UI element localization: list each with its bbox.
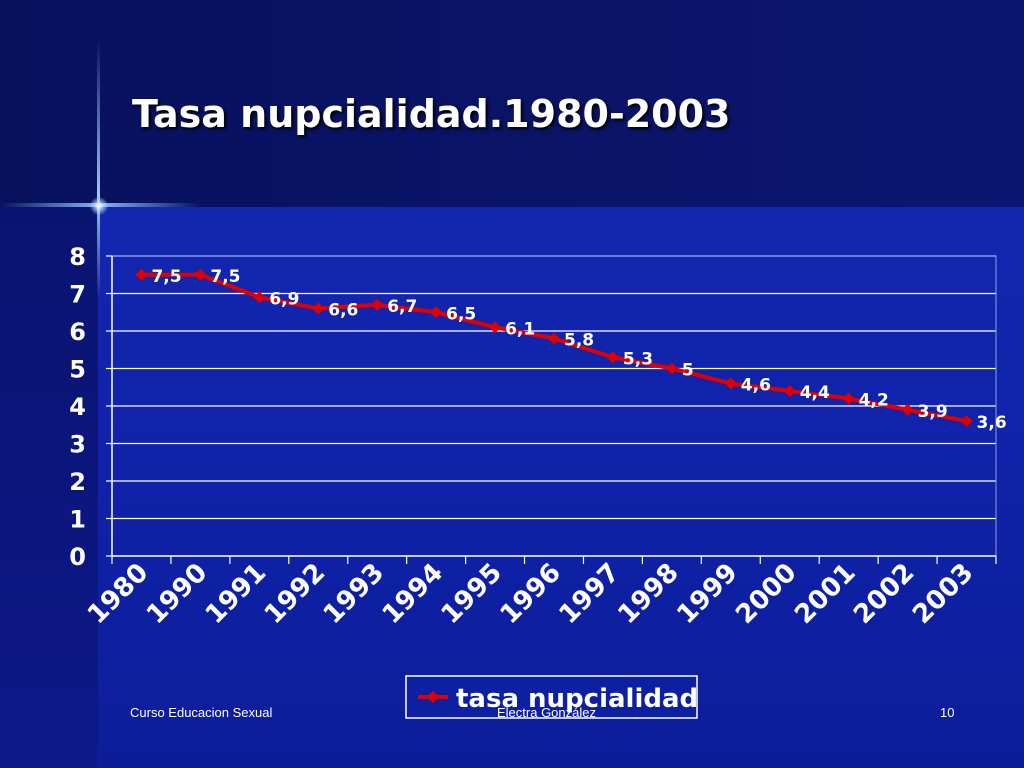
y-tick-labels: 0 1 2 3 4 5 6 7 8 (69, 243, 86, 571)
slide-left-band (0, 207, 98, 768)
data-label: 4,4 (800, 383, 830, 403)
x-tick-label: 1996 (495, 558, 567, 630)
y-tick-label: 1 (69, 506, 86, 534)
y-tick-label: 7 (69, 281, 86, 309)
legend-label: tasa nupcialidad (456, 684, 698, 714)
slide-header-band (0, 0, 1024, 207)
data-label: 5,8 (564, 331, 594, 351)
x-tick-label: 1997 (553, 558, 625, 630)
data-point-marker (548, 332, 560, 345)
data-point-marker (371, 298, 384, 311)
data-point-marker (842, 392, 855, 405)
x-tick-label: 1993 (318, 558, 390, 630)
data-point-marker (724, 377, 737, 390)
footer-author: Electra González (497, 705, 596, 720)
data-point-marker (430, 306, 443, 319)
legend-box (405, 675, 698, 719)
y-tick-label: 5 (69, 356, 86, 384)
chart-axes (106, 255, 997, 564)
data-label: 5,3 (623, 349, 653, 369)
x-tick-label: 2001 (789, 558, 861, 630)
footer-page-number: 10 (940, 705, 955, 720)
data-point-marker (606, 351, 619, 364)
x-tick-label: 1995 (436, 558, 508, 630)
data-label: 4,6 (741, 376, 771, 396)
data-label: 7,5 (210, 267, 240, 287)
series-line (141, 272, 967, 423)
data-labels: 7,5 7,5 6,9 6,6 6,7 6,5 6,1 5,8 5,3 5 4,6 4,4 4,2 3,9… (151, 267, 1006, 433)
data-label: 3,6 (977, 413, 1007, 433)
chart-series (135, 268, 973, 427)
x-tick-label: 2000 (730, 558, 802, 630)
x-tick-labels: 1980199019911992199319941995199619971998… (82, 558, 979, 630)
data-label: 4,2 (859, 391, 889, 411)
y-tick-label: 8 (69, 243, 86, 271)
data-label: 6,7 (387, 297, 417, 317)
data-label: 7,5 (151, 267, 181, 287)
x-tick-label: 2002 (848, 558, 920, 630)
y-tick-label: 2 (69, 468, 86, 496)
data-label: 6,5 (446, 304, 476, 324)
x-tick-label: 1998 (612, 558, 684, 630)
data-point-marker (489, 321, 502, 334)
data-point-marker (135, 268, 148, 281)
data-point-marker (783, 385, 796, 397)
data-point-marker (901, 403, 914, 416)
footer-course: Curso Educacion Sexual (130, 705, 273, 720)
x-tick-label: 1992 (259, 558, 331, 630)
chart-legend: tasa nupcialidad (405, 675, 698, 719)
data-point-marker (312, 302, 325, 315)
chart-gridlines (112, 255, 996, 520)
data-point-marker (194, 268, 207, 281)
data-label: 6,1 (505, 319, 535, 339)
y-tick-label: 0 (69, 543, 86, 571)
x-tick-label: 1999 (671, 558, 743, 630)
x-tick-label: 1994 (377, 558, 449, 630)
data-point-marker (665, 362, 678, 375)
x-tick-label: 1980 (82, 558, 154, 630)
y-tick-label: 6 (69, 318, 86, 346)
data-label: 5 (682, 361, 694, 381)
data-label: 6,9 (269, 289, 299, 309)
light-flare-vertical (97, 40, 100, 300)
x-tick-label: 1991 (200, 558, 272, 630)
data-label: 6,6 (328, 301, 358, 321)
x-tick-label: 1990 (141, 558, 213, 630)
legend-marker (427, 691, 439, 703)
data-point-marker (960, 415, 973, 427)
data-label: 3,9 (918, 402, 948, 422)
slide-title: Tasa nupcialidad.1980-2003 (132, 92, 731, 136)
light-flare-star-icon (90, 197, 108, 215)
data-point-marker (253, 291, 266, 304)
x-tick-label: 2003 (907, 558, 979, 630)
y-tick-label: 3 (69, 431, 86, 459)
slide-main-panel (98, 207, 1024, 768)
y-tick-label: 4 (69, 393, 86, 421)
